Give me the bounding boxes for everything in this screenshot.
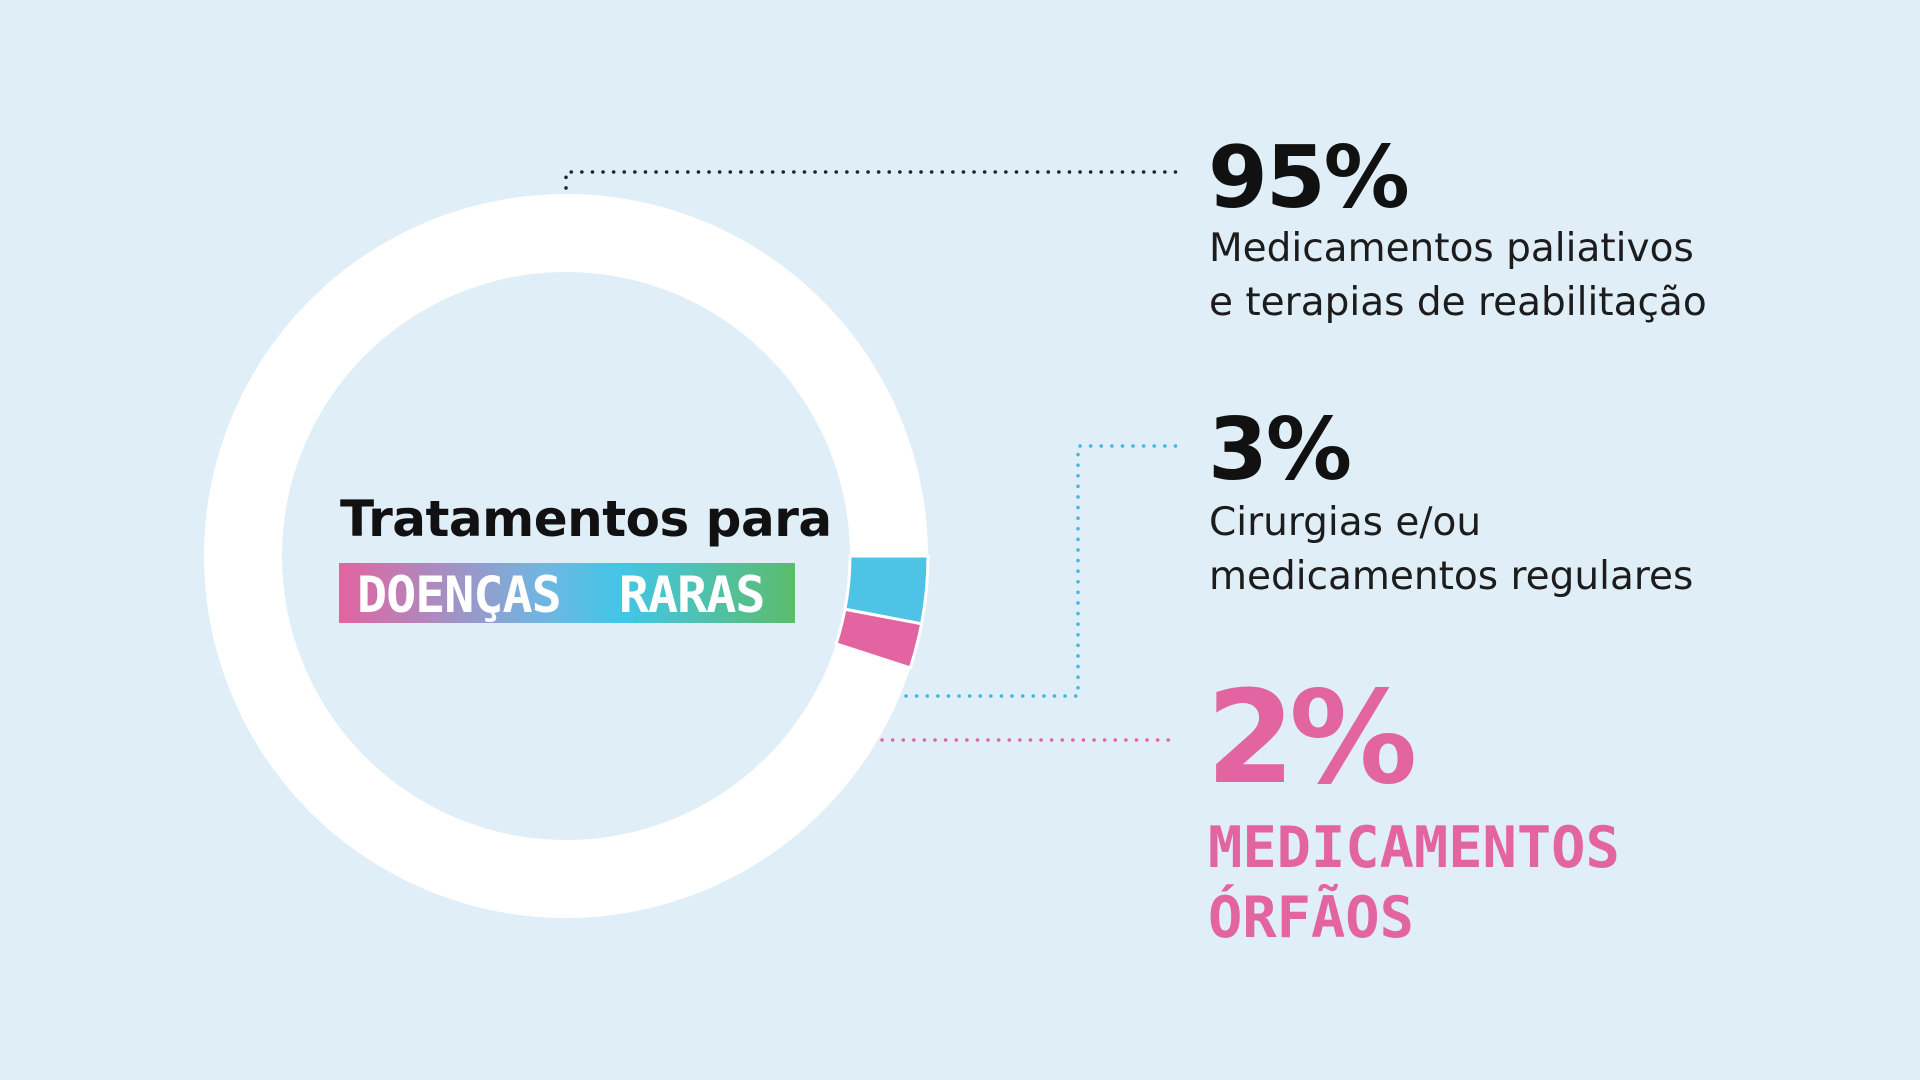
leader-line-surgery xyxy=(904,444,1182,698)
chart-title: Tratamentos para xyxy=(340,490,832,548)
category-label-line: e terapias de reabilitação xyxy=(1209,280,1707,325)
category-label-line: medicamentos regulares xyxy=(1209,554,1694,599)
category-label-surgery: Cirurgias e/ou medicamentos regulares xyxy=(1209,496,1693,604)
category-label-line: Medicamentos paliativos xyxy=(1209,226,1694,271)
leader-line-palliative xyxy=(564,170,1182,190)
value-label-palliative: 95% xyxy=(1208,128,1410,228)
subtitle-gradient-band xyxy=(339,563,795,623)
category-label-palliative: Medicamentos paliativos e terapias de re… xyxy=(1209,222,1707,330)
donut-slice-orphan xyxy=(834,607,924,670)
donut-slice-palliative xyxy=(204,194,928,919)
category-label-line: MEDICAMENTOS xyxy=(1208,815,1620,881)
category-label-orphan: MEDICAMENTOS ÓRFÃOS xyxy=(1208,813,1620,953)
chart-subtitle: DOENÇAS RARAS xyxy=(357,566,765,624)
value-label-orphan: 2% xyxy=(1206,664,1417,813)
category-label-line: ÓRFÃOS xyxy=(1208,885,1414,951)
category-label-line: Cirurgias e/ou xyxy=(1209,500,1482,545)
value-label-surgery: 3% xyxy=(1208,400,1352,500)
